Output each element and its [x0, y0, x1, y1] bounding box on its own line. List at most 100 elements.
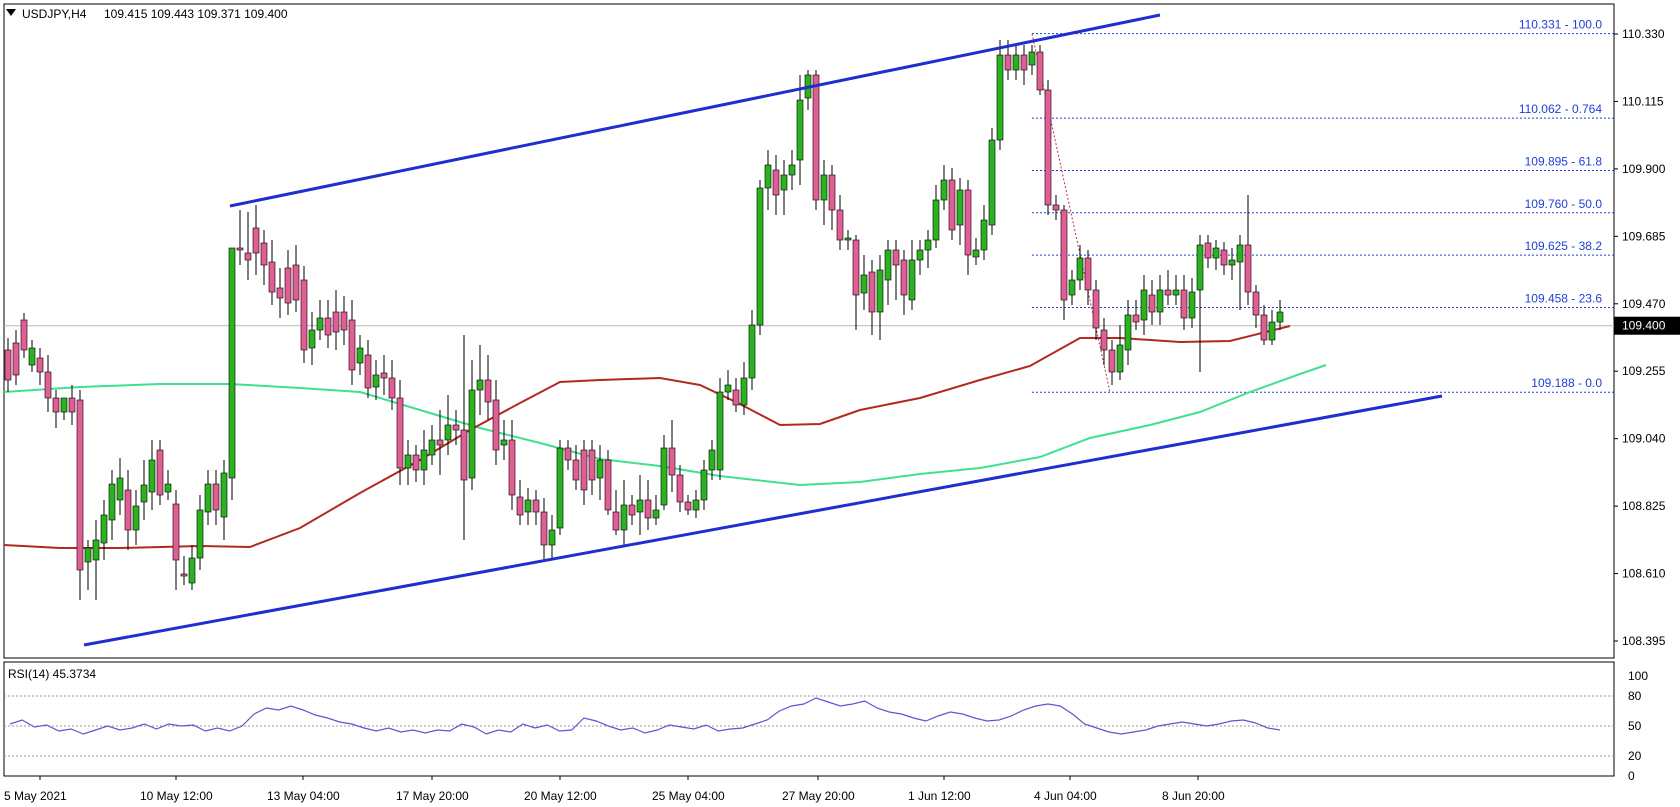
candle-bear: [172, 503, 180, 561]
candle-bull: [468, 389, 476, 479]
candle-bull: [1236, 244, 1244, 263]
time-tick-label: 25 May 04:00: [652, 789, 725, 803]
candle-bear: [564, 447, 572, 461]
price-tick-label: 109.900: [1622, 162, 1666, 176]
candle-bear: [1148, 294, 1156, 313]
candle-bear: [1180, 289, 1188, 319]
candle-bull: [196, 509, 204, 559]
price-tick-label: 108.395: [1622, 634, 1666, 648]
price-tick-label: 108.610: [1622, 567, 1666, 581]
candle-bull: [740, 377, 748, 406]
candle-bull: [1028, 51, 1036, 66]
current-price-badge: [1614, 316, 1680, 335]
candle-bull: [140, 484, 148, 503]
candle-bull: [916, 249, 924, 261]
candle-bull: [228, 247, 236, 479]
candle-bear: [1252, 291, 1260, 316]
candle-bear: [1132, 314, 1140, 323]
candle-bear: [68, 397, 76, 413]
candle-bull: [356, 347, 364, 364]
candle-bear: [276, 287, 284, 299]
candle-bear: [1036, 51, 1044, 91]
candle-bear: [1084, 257, 1092, 291]
candle-bear: [580, 449, 588, 491]
candle-bear: [532, 499, 540, 513]
candle-bull: [780, 174, 788, 191]
candle-bear: [244, 252, 252, 261]
candle-bear: [44, 371, 52, 399]
candle-bull: [932, 199, 940, 241]
candle-bull: [996, 54, 1004, 141]
candle-bear: [628, 504, 636, 516]
candle-bear: [36, 357, 44, 373]
candle-bear: [1004, 54, 1012, 71]
candle-bear: [1020, 54, 1028, 71]
candle-bear: [1220, 249, 1228, 266]
time-tick-label: 10 May 12:00: [140, 789, 213, 803]
candle-bear: [676, 474, 684, 503]
channel-lower-line: [83, 394, 1443, 647]
channel-upper-line: [229, 13, 1161, 208]
candle-bull: [548, 529, 556, 546]
candle-bear: [236, 247, 244, 251]
candle-bear: [684, 501, 692, 511]
candle-bull: [500, 439, 508, 446]
candle-bear: [1052, 204, 1060, 211]
candle-bull: [756, 187, 764, 326]
candle-bear: [348, 319, 356, 371]
candle-bull: [100, 514, 108, 544]
candle-bull: [308, 329, 316, 349]
candle-bull: [788, 164, 796, 176]
candle-bull: [1140, 289, 1148, 321]
candles: [4, 40, 1284, 600]
candle-bear: [460, 429, 468, 481]
candle-bull: [636, 499, 644, 513]
candle-bear: [540, 511, 548, 546]
candle-bear: [436, 439, 444, 446]
candle-bear: [836, 209, 844, 241]
time-tick-label: 8 Jun 20:00: [1162, 789, 1225, 803]
time-tick-label: 1 Jun 12:00: [908, 789, 971, 803]
candle-bear: [292, 264, 300, 301]
price-tick-label: 108.825: [1622, 499, 1666, 513]
candle-bull: [220, 472, 228, 518]
candle-bull: [708, 449, 716, 471]
candle-bull: [1212, 247, 1220, 259]
candle-bull: [92, 539, 100, 561]
candle-bull: [420, 449, 428, 471]
current-price-label: 109.400: [1622, 319, 1666, 333]
candle-bear: [1060, 209, 1068, 301]
candle-bull: [164, 483, 172, 493]
candle-bull: [476, 379, 484, 391]
candle-bear: [644, 499, 652, 519]
time-tick-label: 5 May 2021: [4, 789, 67, 803]
price-tick-label: 109.685: [1622, 229, 1666, 243]
candle-bull: [660, 447, 668, 506]
candle-bear: [4, 349, 12, 381]
candle-bear: [484, 379, 492, 403]
dropdown-triangle-icon: [6, 9, 16, 16]
candle-bear: [124, 489, 132, 531]
fib-level-label: 109.625 - 38.2: [1525, 239, 1603, 253]
candle-bull: [940, 179, 948, 201]
fib-level-label: 109.760 - 50.0: [1525, 197, 1603, 211]
candle-bear: [252, 227, 260, 254]
candle-bull: [988, 139, 996, 226]
candle-bear: [572, 459, 580, 481]
fib-level-label: 109.188 - 0.0: [1531, 376, 1602, 390]
candle-bear: [76, 399, 84, 571]
candle-bull: [596, 459, 604, 479]
candle-bull: [524, 499, 532, 513]
candle-bull: [28, 347, 36, 366]
time-tick-label: 4 Jun 04:00: [1034, 789, 1097, 803]
time-tick-label: 17 May 20:00: [396, 789, 469, 803]
fib-level-label: 109.895 - 61.8: [1525, 154, 1603, 168]
moving-average-fast-line: [3, 325, 1291, 549]
candle-bull: [620, 504, 628, 531]
time-tick-label: 20 May 12:00: [524, 789, 597, 803]
candle-bear: [668, 447, 676, 476]
candle-bear: [20, 319, 28, 351]
candle-bull: [924, 239, 932, 251]
candle-bear: [340, 311, 348, 331]
